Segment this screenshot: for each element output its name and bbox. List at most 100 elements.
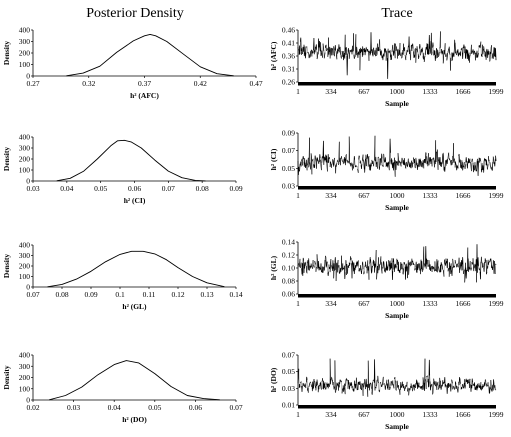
x-tick-label: 1 [296, 299, 300, 308]
x-tick-label: 1333 [423, 87, 438, 96]
x-tick-label: 0.42 [194, 79, 207, 88]
x-tick-label: 1666 [456, 410, 471, 419]
x-tick-label: 0.07 [26, 290, 39, 299]
y-tick-label: 100 [19, 384, 31, 393]
y-tick-label: 400 [19, 241, 31, 250]
y-axis-label: Density [2, 41, 11, 65]
x-tick-label: 334 [325, 299, 337, 308]
x-tick-label: 0.13 [200, 290, 213, 299]
x-tick-label: 0.04 [108, 403, 121, 412]
x-tick-label: 0.09 [229, 184, 242, 193]
y-axis-label: h² (CI) [269, 148, 278, 170]
x-axis-label: h² (DO) [122, 415, 147, 424]
x-tick-label: 0.47 [249, 79, 262, 88]
x-tick-label: 1999 [489, 299, 504, 308]
x-tick-label: 667 [358, 191, 370, 200]
y-tick-label: 300 [19, 37, 31, 46]
x-axis-label: Sample [385, 422, 409, 431]
x-tick-label: 1 [296, 191, 300, 200]
y-tick-label: 0.36 [282, 52, 295, 61]
x-tick-label: 0.03 [67, 403, 80, 412]
x-tick-label: 334 [325, 410, 337, 419]
x-tick-label: 0.02 [26, 403, 39, 412]
x-tick-label: 1000 [390, 299, 405, 308]
x-tick-label: 0.27 [26, 79, 39, 88]
y-tick-label: 0.01 [282, 401, 295, 410]
x-tick-label: 0.07 [162, 184, 175, 193]
x-axis-bar [298, 82, 496, 86]
x-tick-label: 0.11 [143, 290, 156, 299]
density-curve [56, 139, 206, 182]
x-axis-label: h² (GL) [122, 302, 147, 311]
y-tick-label: 300 [19, 362, 31, 371]
x-tick-label: 0.05 [148, 403, 161, 412]
y-tick-label: 100 [19, 166, 31, 175]
y-tick-label: 0 [26, 177, 30, 186]
y-tick-label: 100 [19, 60, 31, 69]
density-panel-1: 0 100 200 300 400 0.03 0.04 0.05 0.06 0.07 0.08 0.0… [2, 133, 243, 206]
y-tick-label: 0.31 [282, 65, 295, 74]
y-axis-label: Density [2, 365, 11, 389]
y-tick-label: 300 [19, 144, 31, 153]
x-tick-label: 0.09 [84, 290, 97, 299]
x-tick-label: 0.07 [229, 403, 242, 412]
x-tick-label: 0.06 [189, 403, 202, 412]
x-axis-label: h² (AFC) [130, 91, 159, 100]
y-tick-label: 0 [26, 72, 30, 81]
x-tick-label: 1333 [423, 299, 438, 308]
x-axis-label: Sample [385, 99, 409, 108]
x-axis-bar [298, 405, 496, 409]
x-tick-label: 0.08 [196, 184, 209, 193]
y-axis-label: h² (GL) [269, 255, 278, 280]
x-tick-label: 1000 [390, 410, 405, 419]
trace-panel-3: 0.01 0.03 0.05 0.07 1 334 667 1000 1333 1666 1999 h… [269, 351, 504, 432]
y-tick-label: 200 [19, 49, 31, 58]
x-axis-bar [298, 186, 496, 190]
y-tick-label: 200 [19, 155, 31, 164]
trace-series [297, 31, 497, 79]
x-tick-label: 0.05 [94, 184, 107, 193]
x-tick-label: 0.37 [138, 79, 151, 88]
trace-panel-0: 0.26 0.31 0.36 0.41 0.46 1 334 667 1000 1333 1666 1… [269, 26, 504, 109]
x-tick-label: 1666 [456, 299, 471, 308]
x-tick-label: 0.32 [82, 79, 95, 88]
y-tick-label: 0 [26, 283, 30, 292]
x-tick-label: 0.12 [171, 290, 184, 299]
x-tick-label: 0.06 [128, 184, 141, 193]
y-tick-label: 0.03 [282, 182, 295, 191]
density-panel-3: 0 100 200 300 400 0.02 0.03 0.04 0.05 0.06 0.07 Den… [2, 351, 243, 425]
x-tick-label: 1 [296, 87, 300, 96]
x-tick-label: 1000 [390, 191, 405, 200]
y-tick-label: 300 [19, 251, 31, 260]
y-axis-label: Density [2, 147, 11, 171]
x-tick-label: 1 [296, 410, 300, 419]
x-axis-bar [298, 294, 496, 298]
y-tick-label: 0.08 [282, 277, 295, 286]
trace-series-light [297, 135, 497, 177]
y-tick-label: 200 [19, 262, 31, 271]
left-column-title: Posterior Density [86, 6, 184, 21]
trace-panel-1: 0.03 0.05 0.07 0.09 1 334 667 1000 1333 1666 1999 h… [269, 129, 504, 213]
density-panel-0: 0 100 200 300 400 0.27 0.32 0.37 0.42 0.47 Density… [2, 26, 263, 101]
x-tick-label: 1000 [390, 87, 405, 96]
y-tick-label: 0.10 [282, 264, 295, 273]
y-tick-label: 0.46 [282, 26, 295, 35]
y-tick-label: 0 [26, 396, 30, 405]
x-tick-label: 0.08 [55, 290, 68, 299]
y-tick-label: 100 [19, 272, 31, 281]
x-tick-label: 1333 [423, 410, 438, 419]
right-column-title: Trace [381, 6, 412, 21]
y-tick-label: 200 [19, 373, 31, 382]
y-tick-label: 0.06 [282, 290, 295, 299]
y-tick-label: 400 [19, 133, 31, 142]
y-tick-label: 0.07 [282, 351, 295, 360]
x-axis-label: h² (CI) [124, 196, 146, 205]
density-curve [47, 250, 225, 288]
y-tick-label: 0.09 [282, 129, 295, 138]
x-tick-label: 1999 [489, 87, 504, 96]
x-tick-label: 1666 [456, 191, 471, 200]
x-tick-label: 667 [358, 87, 370, 96]
x-tick-label: 667 [358, 410, 370, 419]
